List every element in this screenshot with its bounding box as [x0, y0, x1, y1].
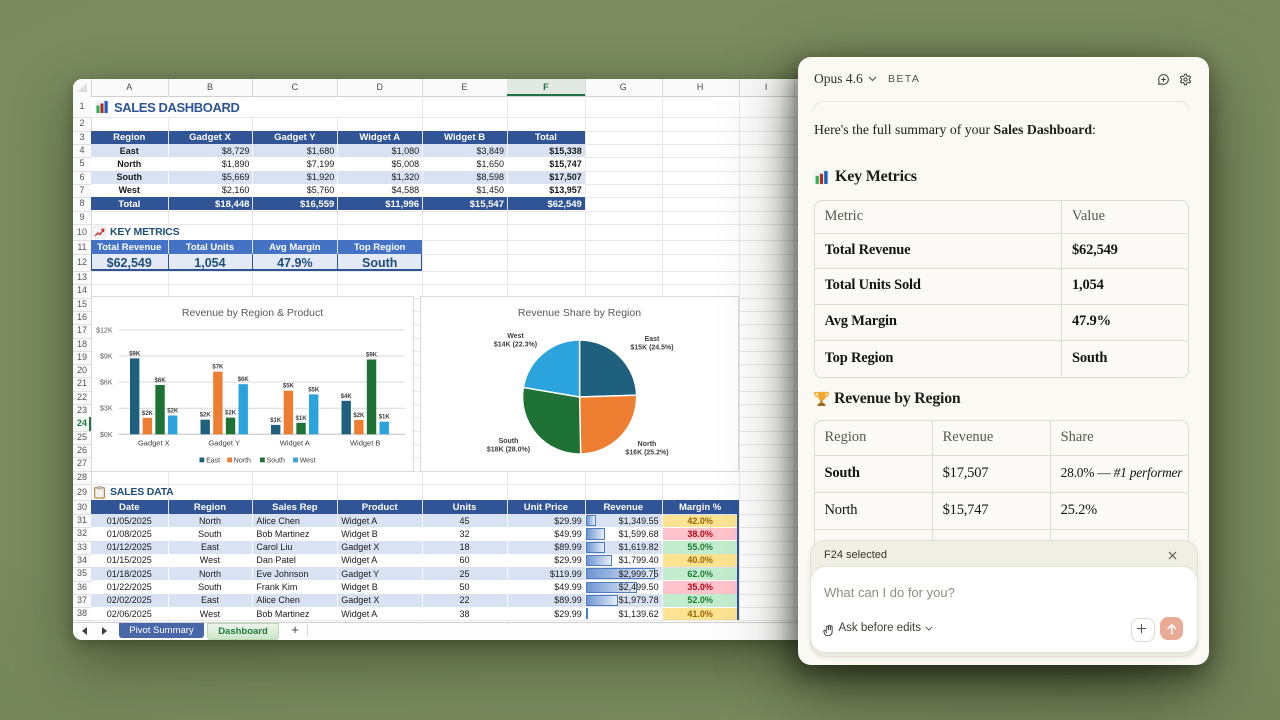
svg-text:Widget A: Widget A — [280, 438, 310, 447]
svg-text:$18K (28.0%): $18K (28.0%) — [487, 447, 530, 454]
svg-text:$9K: $9K — [366, 353, 378, 359]
svg-text:East: East — [645, 336, 660, 343]
svg-text:$6K: $6K — [238, 377, 250, 383]
svg-text:South: South — [499, 438, 519, 445]
svg-text:$3K: $3K — [100, 406, 113, 413]
svg-text:$2K: $2K — [353, 413, 365, 419]
svg-text:$16K (25.2%): $16K (25.2%) — [625, 450, 668, 457]
svg-text:$9K: $9K — [129, 351, 141, 357]
svg-text:$5K: $5K — [308, 387, 320, 393]
svg-text:$1K: $1K — [270, 418, 282, 424]
svg-text:Revenue by Region & Product: Revenue by Region & Product — [182, 307, 323, 319]
svg-text:$6K: $6K — [155, 378, 167, 384]
svg-text:West: West — [300, 457, 316, 464]
svg-text:$9K: $9K — [100, 354, 113, 361]
svg-text:East: East — [206, 457, 220, 464]
svg-text:$7K: $7K — [212, 365, 224, 371]
svg-text:$0K: $0K — [100, 432, 113, 439]
svg-text:$1K: $1K — [379, 415, 391, 421]
svg-text:Widget B: Widget B — [350, 438, 380, 447]
svg-text:$2K: $2K — [225, 411, 237, 417]
svg-text:$2K: $2K — [142, 411, 154, 417]
svg-text:$1K: $1K — [296, 416, 308, 422]
svg-text:$15K (24.5%): $15K (24.5%) — [630, 345, 673, 352]
svg-text:$14K (22.3%): $14K (22.3%) — [494, 342, 537, 349]
svg-text:North: North — [234, 457, 251, 464]
svg-text:Gadget Y: Gadget Y — [208, 438, 240, 447]
svg-text:Revenue Share by Region: Revenue Share by Region — [518, 307, 641, 319]
svg-text:South: South — [267, 457, 285, 464]
svg-text:$2K: $2K — [167, 409, 179, 415]
svg-text:$2K: $2K — [200, 413, 212, 419]
svg-text:$4K: $4K — [341, 394, 353, 400]
svg-text:West: West — [507, 333, 524, 340]
svg-text:$5K: $5K — [283, 384, 295, 390]
svg-text:North: North — [638, 441, 657, 448]
svg-text:Gadget X: Gadget X — [138, 438, 170, 447]
svg-text:$6K: $6K — [100, 380, 113, 387]
svg-text:$12K: $12K — [96, 327, 113, 334]
